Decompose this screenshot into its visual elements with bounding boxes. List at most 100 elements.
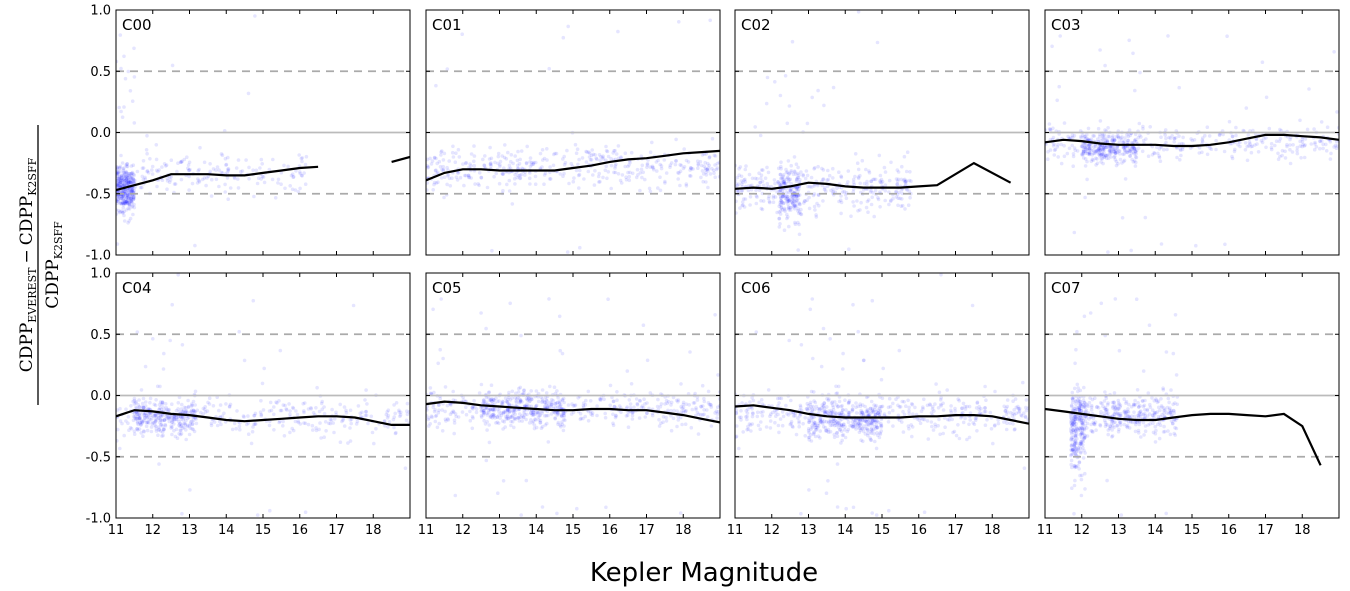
data-point (826, 427, 831, 432)
data-point (870, 428, 874, 433)
y-tick-label: 1.0 (90, 267, 111, 282)
data-point (565, 250, 570, 254)
data-point (160, 434, 164, 438)
data-point (835, 430, 839, 435)
data-point (127, 428, 131, 433)
data-point (553, 416, 557, 420)
data-point (828, 429, 833, 434)
data-point (488, 398, 493, 402)
data-point (1155, 410, 1160, 414)
data-point (777, 216, 782, 221)
data-point (1307, 87, 1311, 91)
data-point (792, 194, 797, 198)
data-point (1313, 142, 1317, 146)
data-point (825, 429, 829, 434)
data-point (1305, 127, 1310, 132)
data-point (614, 152, 619, 156)
data-point (1005, 410, 1010, 414)
data-point (294, 409, 298, 413)
data-point (551, 163, 556, 168)
data-point (538, 420, 542, 425)
data-point (1075, 414, 1080, 419)
data-point (1118, 420, 1123, 425)
data-point (761, 183, 766, 188)
data-point (1062, 154, 1067, 159)
data-point (1113, 406, 1118, 410)
data-point (160, 413, 165, 418)
data-point (546, 404, 551, 408)
data-point (177, 431, 181, 436)
data-point (133, 416, 137, 420)
data-point (860, 426, 865, 431)
data-point (118, 33, 123, 37)
data-point (281, 419, 285, 424)
data-point (1145, 407, 1150, 412)
data-point (1101, 161, 1105, 166)
data-point (126, 181, 130, 186)
data-point (118, 209, 122, 214)
data-point (556, 411, 560, 415)
data-point (514, 399, 518, 403)
data-point (1096, 126, 1101, 131)
data-point (760, 414, 765, 418)
data-point (191, 408, 196, 413)
data-point (123, 200, 128, 204)
data-point (846, 180, 850, 184)
data-point (939, 403, 943, 408)
data-point (1104, 407, 1108, 412)
data-point (392, 415, 397, 419)
data-point (134, 399, 138, 404)
data-point (746, 188, 751, 193)
data-point (501, 427, 505, 431)
data-point (889, 198, 893, 203)
data-point (516, 415, 520, 420)
data-point (587, 155, 592, 159)
data-point (905, 150, 910, 154)
data-point (745, 427, 749, 432)
data-point (1051, 135, 1056, 140)
data-point (529, 418, 533, 422)
data-point (1172, 136, 1177, 141)
data-point (850, 420, 855, 424)
data-point (1052, 142, 1056, 146)
data-point (819, 364, 824, 369)
data-point (611, 399, 616, 404)
data-point (433, 414, 438, 419)
data-point (867, 423, 871, 427)
data-point (659, 402, 664, 406)
data-point (224, 163, 228, 167)
data-point (124, 164, 129, 169)
data-point (1098, 132, 1102, 137)
data-point (871, 409, 876, 414)
data-point (567, 181, 571, 186)
data-point (1124, 401, 1128, 406)
data-point (1118, 403, 1123, 408)
data-point (850, 425, 855, 429)
data-point (792, 203, 797, 208)
data-point (146, 407, 151, 411)
data-point (558, 348, 562, 353)
data-point (501, 411, 506, 416)
data-point (1158, 415, 1163, 419)
data-point (169, 175, 173, 179)
data-point (647, 186, 652, 191)
data-point (776, 423, 781, 428)
data-point (382, 419, 387, 423)
data-point (487, 157, 492, 161)
data-point (432, 409, 437, 414)
data-point (788, 177, 793, 182)
data-point (707, 155, 712, 160)
data-point (815, 426, 820, 430)
data-point (695, 159, 700, 163)
data-point (798, 414, 802, 418)
data-point (817, 203, 821, 208)
data-point (1118, 152, 1122, 156)
data-point (795, 177, 799, 181)
data-point (784, 403, 788, 408)
data-point (702, 408, 706, 412)
data-point (779, 182, 784, 187)
data-point (428, 386, 433, 390)
data-point (550, 402, 554, 407)
data-point (138, 421, 143, 425)
data-point (1073, 417, 1077, 422)
